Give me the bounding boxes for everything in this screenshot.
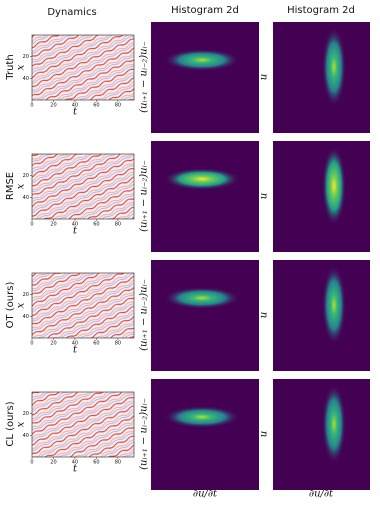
y-axis-label: u [259,193,270,199]
histogram-density [164,168,240,190]
histogram-2d [273,260,370,371]
x-tick-label: 60 [93,222,99,228]
x-tick-label: 40 [72,460,78,466]
y-axis-label: (uᵢ₊₁ − uᵢ₋₂)uᵢ₋ [139,160,150,232]
y-tick-label: 20 [23,173,29,179]
x-tick-label: 40 [72,103,78,109]
x-tick-label: 0 [30,103,33,109]
x-tick-label: 60 [93,341,99,347]
y-tick-label: 20 [23,292,29,298]
y-tick-label: 40 [23,195,29,201]
row-label: Truth [5,54,16,80]
y-axis-label: u [259,312,270,318]
histogram-2d [151,141,259,252]
y-axis-label: u [259,431,270,437]
x-axis-label: ∂u/∂t [309,489,334,500]
histogram-2d [273,141,370,252]
x-tick-label: 60 [93,103,99,109]
x-tick-label: 20 [50,341,56,347]
y-axis-label: x [16,421,27,427]
x-tick-label: 60 [93,460,99,466]
histogram-2d [273,379,370,490]
histogram-2d [151,260,259,371]
histogram-density [164,287,240,309]
x-axis-label: ∂u/∂t [193,489,218,500]
y-tick-label: 40 [23,433,29,439]
dynamics-plot [31,153,135,220]
x-tick-label: 20 [50,222,56,228]
dynamics-plot [31,391,135,458]
row-label: CL (ours) [5,401,16,446]
histogram-density [322,384,346,464]
x-tick-label: 0 [30,222,33,228]
column-title: Histogram 2d [287,5,355,16]
row-label: OT (ours) [5,282,16,329]
x-tick-label: 80 [115,222,121,228]
x-tick-label: 80 [115,103,121,109]
x-tick-label: 20 [50,460,56,466]
y-axis-label: x [16,64,27,70]
histogram-density [164,406,240,428]
x-tick-label: 0 [30,460,33,466]
x-axis-label: t [73,107,78,118]
x-tick-label: 80 [115,460,121,466]
y-axis-label: (uᵢ₊₁ − uᵢ₋₂)uᵢ₋ [139,398,150,470]
histogram-density [164,49,240,71]
histogram-density [322,265,346,345]
y-tick-label: 20 [23,54,29,60]
x-axis-label: t [73,345,78,356]
y-axis-label: x [16,183,27,189]
dynamics-plot [31,34,135,101]
y-axis-label: u [259,74,270,80]
x-tick-label: 40 [72,341,78,347]
x-tick-label: 0 [30,341,33,347]
y-axis-label: (uᵢ₊₁ − uᵢ₋₂)uᵢ₋ [139,279,150,351]
histogram-2d [273,22,370,133]
x-axis-label: t [73,226,78,237]
column-title: Histogram 2d [171,5,239,16]
y-tick-label: 40 [23,76,29,82]
y-tick-label: 20 [23,411,29,417]
y-tick-label: 40 [23,314,29,320]
column-title: Dynamics [47,7,96,18]
x-tick-label: 20 [50,103,56,109]
x-tick-label: 80 [115,341,121,347]
histogram-density [322,27,346,107]
y-axis-label: (uᵢ₊₁ − uᵢ₋₂)uᵢ₋ [139,41,150,113]
histogram-density [322,146,346,226]
x-tick-label: 40 [72,222,78,228]
y-axis-label: x [16,302,27,308]
histogram-2d [151,22,259,133]
histogram-2d [151,379,259,490]
x-axis-label: t [73,464,78,475]
dynamics-plot [31,272,135,339]
row-label: RMSE [5,172,16,200]
